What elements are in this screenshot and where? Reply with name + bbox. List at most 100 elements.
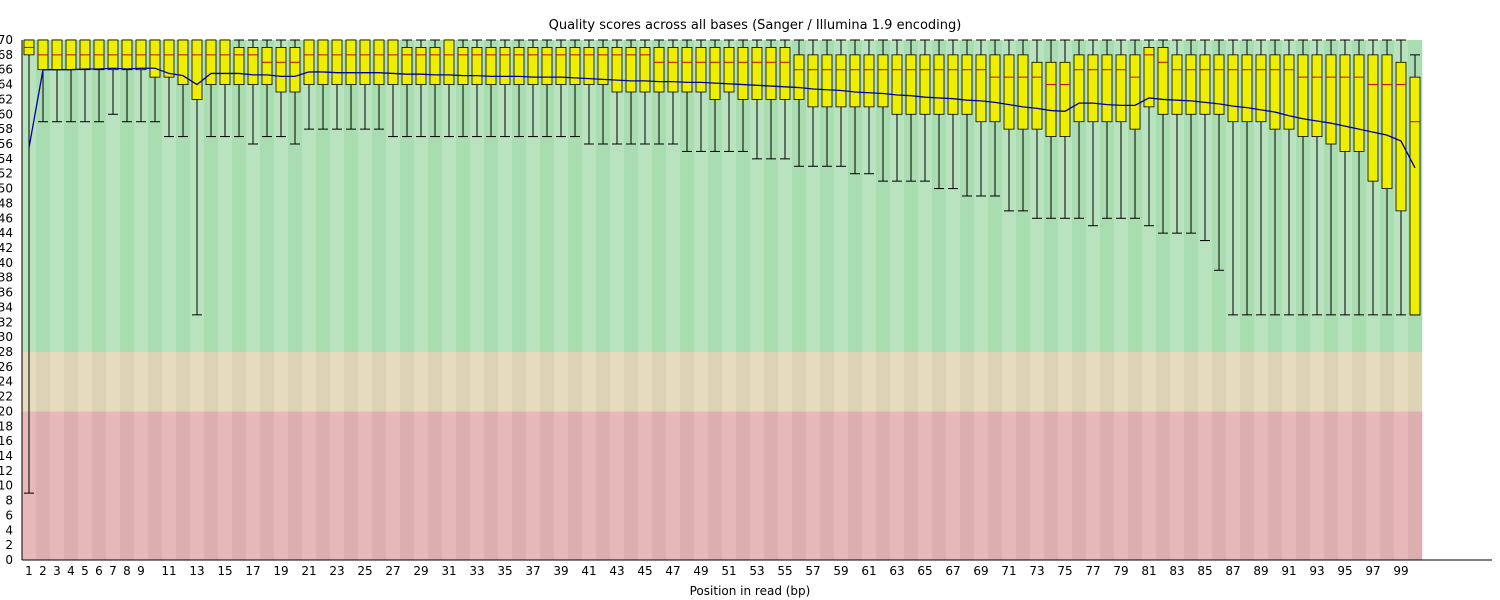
y-tick-label: 30	[0, 330, 13, 344]
zone-poor-band	[1198, 411, 1213, 560]
zone-poor-band	[246, 411, 261, 560]
zone-reasonable-band	[414, 352, 429, 412]
zone-reasonable-band	[1254, 352, 1269, 412]
iqr-box	[149, 39, 161, 78]
iqr-box	[961, 54, 973, 115]
zone-reasonable-band	[1352, 352, 1367, 412]
zone-good-band	[288, 40, 303, 352]
iqr-box	[975, 54, 987, 123]
y-tick-label: 0	[5, 553, 13, 567]
zone-reasonable-band	[484, 352, 499, 412]
zone-poor-band	[1226, 411, 1241, 560]
x-tick-label: 7	[109, 564, 117, 578]
zone-reasonable-band	[1380, 352, 1395, 412]
zone-reasonable-band	[932, 352, 947, 412]
zone-good-band	[540, 40, 555, 352]
x-tick-label: 9	[137, 564, 145, 578]
zone-good-band	[666, 40, 681, 352]
x-tick-label: 2	[39, 564, 47, 578]
x-tick-label: 39	[553, 564, 568, 578]
zone-poor-band	[400, 411, 415, 560]
iqr-box	[849, 54, 861, 108]
iqr-box	[681, 47, 693, 93]
zone-good-band	[176, 40, 191, 352]
zone-good-band	[428, 40, 443, 352]
zone-reasonable-band	[1408, 352, 1423, 412]
zone-good-band	[64, 40, 79, 352]
y-tick-label: 68	[0, 48, 13, 62]
iqr-box	[1367, 54, 1379, 182]
zone-good-band	[498, 40, 513, 352]
x-tick-label: 87	[1225, 564, 1240, 578]
zone-good-band	[624, 40, 639, 352]
zone-reasonable-band	[1366, 352, 1381, 412]
zone-reasonable-band	[750, 352, 765, 412]
zone-poor-band	[596, 411, 611, 560]
zone-reasonable-band	[946, 352, 961, 412]
x-tick-label: 25	[357, 564, 372, 578]
zone-reasonable-band	[1058, 352, 1073, 412]
zone-good-band	[750, 40, 765, 352]
x-tick-label: 27	[385, 564, 400, 578]
zone-poor-band	[652, 411, 667, 560]
y-tick-label: 32	[0, 315, 13, 329]
x-tick-label: 63	[889, 564, 904, 578]
iqr-box	[1311, 54, 1323, 137]
zone-poor-band	[92, 411, 107, 560]
zone-good-band	[330, 40, 345, 352]
zone-good-band	[204, 40, 219, 352]
zone-poor-band	[148, 411, 163, 560]
y-tick-label: 66	[0, 63, 13, 77]
zone-reasonable-band	[92, 352, 107, 412]
x-tick-label: 8	[123, 564, 131, 578]
iqr-box	[247, 47, 259, 85]
zone-reasonable-band	[64, 352, 79, 412]
zone-good-band	[778, 40, 793, 352]
zone-poor-band	[316, 411, 331, 560]
iqr-box	[877, 54, 889, 108]
zone-poor-band	[344, 411, 359, 560]
zone-poor-band	[64, 411, 79, 560]
zone-poor-band	[456, 411, 471, 560]
zone-reasonable-band	[162, 352, 177, 412]
zone-good-band	[806, 40, 821, 352]
x-tick-label: 71	[1001, 564, 1016, 578]
y-tick-label: 36	[0, 286, 13, 300]
zone-poor-band	[1408, 411, 1423, 560]
zone-good-band	[596, 40, 611, 352]
zone-good-band	[890, 40, 905, 352]
iqr-box	[863, 54, 875, 108]
zone-reasonable-band	[134, 352, 149, 412]
y-tick-label: 70	[0, 33, 13, 47]
iqr-box	[289, 47, 301, 93]
iqr-box	[1003, 54, 1015, 130]
iqr-box	[1129, 54, 1141, 130]
x-tick-label: 79	[1113, 564, 1128, 578]
y-tick-label: 6	[5, 508, 13, 522]
zone-poor-band	[974, 411, 989, 560]
zone-reasonable-band	[1128, 352, 1143, 412]
x-tick-label: 61	[861, 564, 876, 578]
zone-poor-band	[806, 411, 821, 560]
mean-line	[28, 67, 1416, 169]
zone-reasonable-band	[358, 352, 373, 412]
zone-poor-band	[610, 411, 625, 560]
iqr-box	[317, 39, 329, 85]
zone-poor-band	[1282, 411, 1297, 560]
zone-poor-band	[330, 411, 345, 560]
x-tick-label: 51	[721, 564, 736, 578]
iqr-box	[1283, 54, 1295, 130]
zone-reasonable-band	[666, 352, 681, 412]
iqr-box	[1101, 54, 1113, 123]
zone-poor-band	[1380, 411, 1395, 560]
iqr-box	[779, 47, 791, 100]
iqr-box	[611, 47, 623, 93]
zone-poor-band	[1058, 411, 1073, 560]
zone-good-band	[792, 40, 807, 352]
x-tick-label: 73	[1029, 564, 1044, 578]
zone-reasonable-band	[1156, 352, 1171, 412]
zone-reasonable-band	[232, 352, 247, 412]
zone-reasonable-band	[1100, 352, 1115, 412]
zone-reasonable-band	[190, 352, 205, 412]
zone-reasonable-band	[862, 352, 877, 412]
